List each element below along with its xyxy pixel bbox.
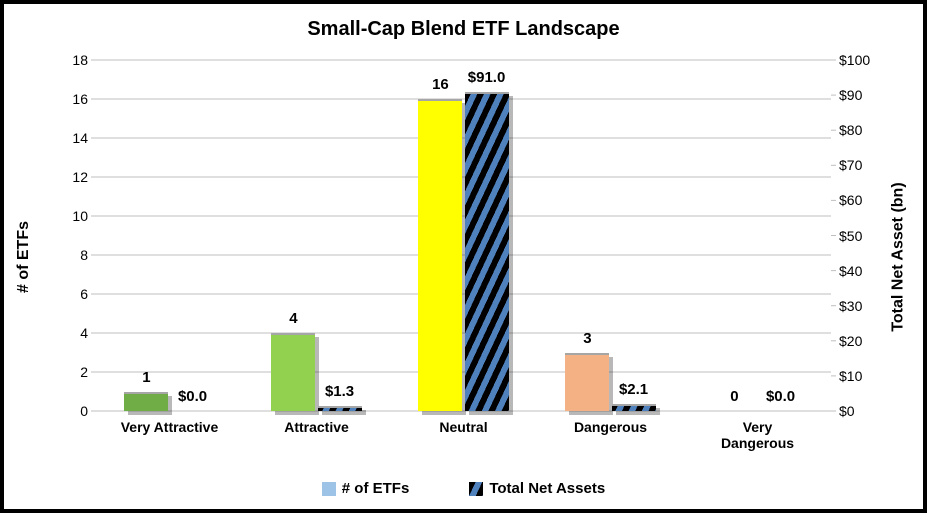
data-label-assets: $0.0 [766, 388, 795, 405]
y-left-axis-label: # of ETFs [15, 220, 33, 292]
bar-assets [465, 92, 509, 411]
data-label-assets: $1.3 [325, 383, 354, 400]
data-label-etfs: 0 [730, 388, 738, 405]
bar-etfs [124, 392, 168, 412]
y-right-tick-label: $100 [831, 52, 887, 68]
y-right-axis-label: Total Net Asset (bn) [889, 182, 907, 331]
data-label-etfs: 3 [583, 330, 591, 347]
bar-etfs [271, 333, 315, 411]
y-right-tick-label: $10 [831, 368, 887, 384]
category-label: VeryDangerous [684, 411, 831, 451]
legend-item-assets: Total Net Assets [469, 480, 605, 497]
y-left-tick-label: 10 [48, 208, 96, 224]
data-label-etfs: 1 [142, 369, 150, 386]
bar-etfs [565, 353, 609, 412]
y-right-tick-label: $30 [831, 298, 887, 314]
legend-swatch-assets [469, 482, 483, 496]
data-label-assets: $91.0 [468, 69, 506, 86]
y-left-tick-label: 8 [48, 247, 96, 263]
legend-label-etfs: # of ETFs [342, 480, 410, 497]
y-left-tick-label: 0 [48, 403, 96, 419]
y-right-tick-label: $0 [831, 403, 887, 419]
y-right-tick-label: $50 [831, 228, 887, 244]
chart-frame: Small-Cap Blend ETF Landscape # of ETFs … [0, 0, 927, 513]
y-left-tick-label: 6 [48, 286, 96, 302]
legend-item-etfs: # of ETFs [322, 480, 410, 497]
y-right-tick-label: $40 [831, 263, 887, 279]
y-right-tick-label: $20 [831, 333, 887, 349]
data-label-assets: $2.1 [619, 381, 648, 398]
y-right-tick-label: $80 [831, 122, 887, 138]
y-left-tick-label: 16 [48, 91, 96, 107]
data-label-etfs: 4 [289, 310, 297, 327]
bar-assets [612, 404, 656, 411]
bar-assets [318, 406, 362, 411]
chart-title: Small-Cap Blend ETF Landscape [4, 18, 923, 41]
data-label-assets: $0.0 [178, 388, 207, 405]
data-label-etfs: 16 [432, 76, 449, 93]
legend-label-assets: Total Net Assets [489, 480, 605, 497]
y-right-tick-label: $90 [831, 87, 887, 103]
plot-area: 024681012141618$0$10$20$30$40$50$60$70$8… [96, 60, 831, 411]
y-right-tick-label: $70 [831, 157, 887, 173]
y-left-tick-label: 4 [48, 325, 96, 341]
y-left-tick-label: 14 [48, 130, 96, 146]
y-right-tick-label: $60 [831, 192, 887, 208]
legend: # of ETFs Total Net Assets [4, 480, 923, 497]
y-left-tick-label: 2 [48, 364, 96, 380]
bar-etfs [418, 99, 462, 411]
y-left-tick-label: 18 [48, 52, 96, 68]
legend-swatch-etfs [322, 482, 336, 496]
y-left-tick-label: 12 [48, 169, 96, 185]
